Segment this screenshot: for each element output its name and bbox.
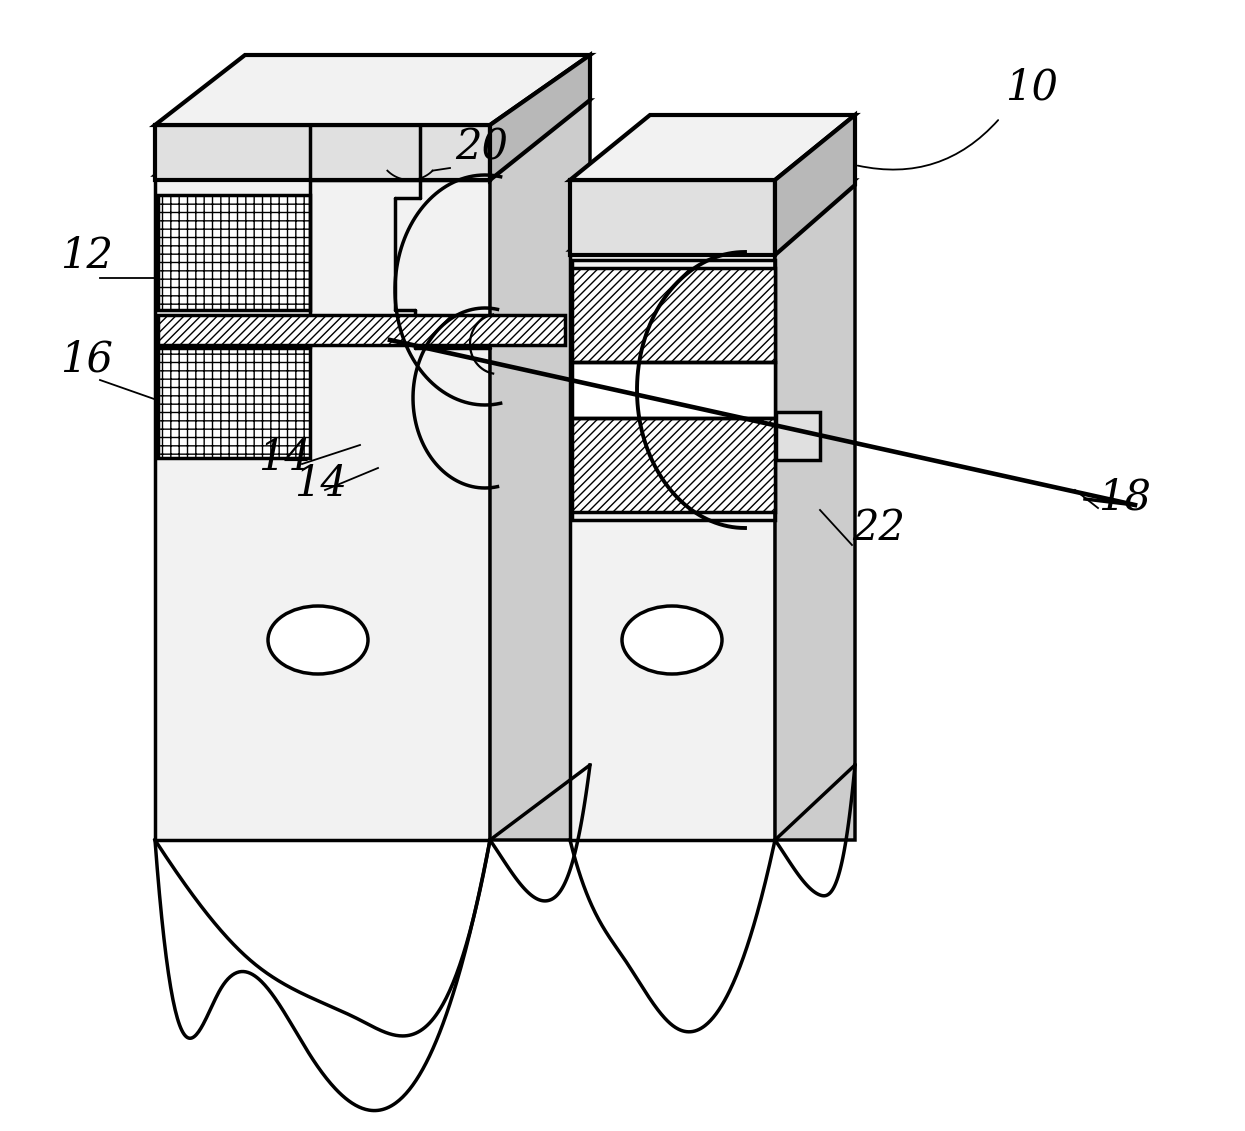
- Polygon shape: [570, 180, 855, 250]
- Text: 20: 20: [454, 127, 508, 169]
- Polygon shape: [570, 250, 774, 840]
- Text: 22: 22: [852, 507, 905, 549]
- Polygon shape: [491, 55, 590, 180]
- Ellipse shape: [622, 606, 722, 674]
- Text: 18: 18: [1098, 477, 1150, 519]
- Text: 14: 14: [258, 437, 311, 480]
- Text: 12: 12: [60, 235, 113, 277]
- Ellipse shape: [268, 606, 369, 674]
- Polygon shape: [154, 126, 491, 180]
- Polygon shape: [776, 412, 820, 460]
- Text: 16: 16: [60, 339, 113, 381]
- Text: 10: 10: [1005, 67, 1058, 109]
- Polygon shape: [570, 180, 774, 254]
- Polygon shape: [491, 100, 590, 840]
- Polygon shape: [158, 316, 565, 345]
- Polygon shape: [154, 175, 491, 840]
- Polygon shape: [571, 418, 774, 512]
- Polygon shape: [158, 195, 310, 310]
- Text: 14: 14: [294, 463, 347, 506]
- Polygon shape: [571, 362, 774, 418]
- Polygon shape: [774, 115, 855, 254]
- Polygon shape: [154, 55, 590, 126]
- Polygon shape: [571, 268, 774, 362]
- Polygon shape: [774, 180, 855, 840]
- Polygon shape: [154, 100, 590, 175]
- Polygon shape: [570, 115, 855, 180]
- Polygon shape: [158, 348, 310, 458]
